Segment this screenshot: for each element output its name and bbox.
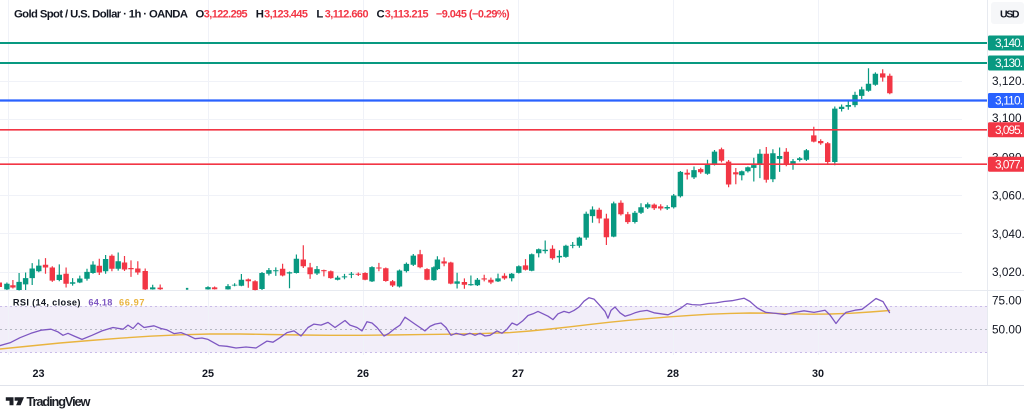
svg-text:50.00: 50.00 bbox=[992, 323, 1022, 337]
svg-text:O: O bbox=[196, 8, 205, 20]
svg-text:3,077.: 3,077. bbox=[995, 157, 1023, 171]
svg-text:66.97: 66.97 bbox=[119, 297, 145, 307]
svg-text:3,095.: 3,095. bbox=[995, 123, 1023, 137]
svg-text:L: L bbox=[316, 8, 323, 20]
svg-text:3,100: 3,100 bbox=[992, 111, 1022, 125]
svg-text:3,113.215: 3,113.215 bbox=[385, 8, 429, 20]
svg-text:C: C bbox=[377, 8, 385, 20]
svg-text:23: 23 bbox=[32, 368, 44, 380]
svg-text:27: 27 bbox=[512, 368, 524, 380]
svg-text:3,020.: 3,020. bbox=[992, 265, 1024, 279]
svg-text:RSI (14, close): RSI (14, close) bbox=[13, 297, 81, 307]
svg-text:3,122.295: 3,122.295 bbox=[204, 8, 248, 20]
svg-text:3,040.: 3,040. bbox=[992, 227, 1024, 241]
svg-text:USD: USD bbox=[1000, 8, 1020, 20]
svg-text:75.00: 75.00 bbox=[992, 294, 1022, 308]
svg-text:3,060.: 3,060. bbox=[992, 189, 1024, 203]
svg-text:25: 25 bbox=[202, 368, 214, 380]
svg-text:3,130.: 3,130. bbox=[995, 56, 1023, 70]
svg-text:3,110.: 3,110. bbox=[995, 94, 1023, 108]
svg-text:−9.045 (−0.29%): −9.045 (−0.29%) bbox=[436, 8, 510, 20]
svg-text:26: 26 bbox=[357, 368, 369, 380]
svg-text:30: 30 bbox=[812, 368, 824, 380]
svg-text:3,112.660: 3,112.660 bbox=[325, 8, 369, 20]
svg-text:3,123.445: 3,123.445 bbox=[264, 8, 308, 20]
svg-text:H: H bbox=[256, 8, 264, 20]
svg-text:3,140.: 3,140. bbox=[995, 36, 1023, 50]
svg-text:28: 28 bbox=[667, 368, 679, 380]
svg-text:3,120.: 3,120. bbox=[992, 74, 1024, 88]
svg-text:TradingView: TradingView bbox=[27, 394, 91, 409]
svg-text:Gold Spot / U.S. Dollar · 1h ·: Gold Spot / U.S. Dollar · 1h · OANDA bbox=[14, 8, 188, 20]
svg-text:64.18: 64.18 bbox=[88, 297, 112, 307]
